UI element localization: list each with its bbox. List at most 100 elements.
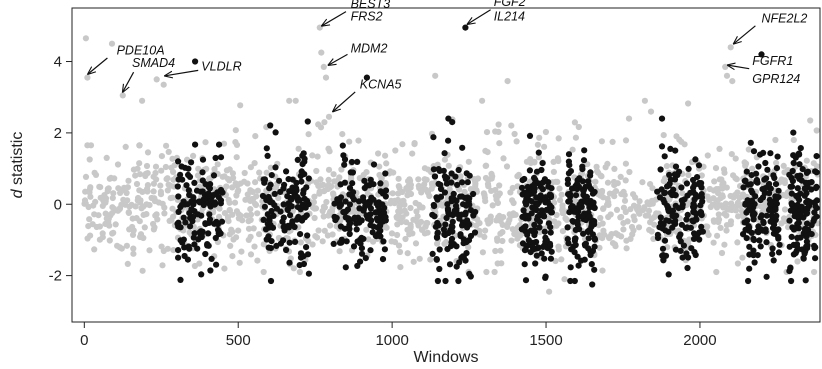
- background-point: [226, 199, 233, 206]
- background-point: [441, 156, 448, 163]
- highlight-point: [743, 209, 750, 216]
- background-point: [389, 190, 396, 197]
- gene-label-best3: BEST3: [351, 0, 391, 11]
- background-point: [136, 171, 144, 178]
- highlight-point: [288, 203, 295, 210]
- background-point: [492, 128, 499, 135]
- highlight-point: [525, 237, 532, 244]
- arrow-best3: [322, 11, 347, 26]
- background-point: [391, 200, 398, 207]
- background-point: [595, 222, 602, 229]
- background-point: [91, 169, 98, 176]
- highlight-point: [533, 194, 540, 201]
- background-point: [229, 184, 236, 191]
- highlight-point: [446, 261, 454, 268]
- highlight-point: [531, 188, 538, 195]
- highlight-point: [206, 216, 214, 223]
- highlight-point: [692, 251, 699, 259]
- background-point: [103, 154, 110, 161]
- highlight-point: [456, 215, 463, 222]
- highlight-point: [342, 264, 349, 271]
- gene-label-frs2: FRS2: [351, 10, 383, 24]
- background-point: [397, 200, 404, 207]
- highlight-point: [289, 176, 296, 183]
- highlight-point: [455, 166, 462, 174]
- highlight-point: [261, 179, 268, 186]
- background-point: [108, 210, 116, 217]
- arrow-mdm2: [328, 53, 348, 65]
- background-point: [416, 255, 423, 262]
- gene-label-fgfr1: FGFR1: [752, 54, 793, 68]
- background-point: [325, 176, 332, 183]
- background-point: [404, 192, 411, 199]
- background-point: [159, 262, 166, 269]
- highlight-point: [342, 198, 349, 205]
- highlight-point: [752, 193, 759, 200]
- background-point: [136, 142, 143, 149]
- background-point: [161, 210, 168, 217]
- background-point: [330, 171, 337, 178]
- background-point: [157, 188, 164, 195]
- highlight-point: [340, 209, 347, 216]
- highlight-point: [691, 181, 698, 188]
- highlight-point: [358, 245, 365, 252]
- background-point: [481, 233, 488, 240]
- highlight-point: [273, 242, 280, 249]
- highlight-point: [797, 172, 804, 179]
- background-point: [604, 201, 611, 208]
- highlight-point: [367, 247, 374, 254]
- highlight-point: [666, 171, 673, 178]
- highlight-point: [180, 214, 187, 221]
- notable-point: [153, 76, 160, 83]
- highlight-point: [521, 261, 528, 268]
- background-point: [112, 221, 119, 228]
- highlight-point: [216, 141, 223, 148]
- background-point: [309, 241, 316, 248]
- background-point: [813, 163, 821, 170]
- background-point: [310, 199, 317, 206]
- background-point: [338, 166, 345, 173]
- highlight-point: [175, 247, 182, 254]
- background-point: [235, 227, 242, 234]
- background-point: [552, 257, 559, 265]
- highlight-point: [207, 267, 214, 274]
- background-point: [479, 249, 486, 256]
- background-point: [238, 248, 245, 255]
- background-point: [415, 176, 422, 183]
- highlight-point: [803, 169, 811, 176]
- highlight-point: [666, 218, 673, 225]
- background-point: [370, 238, 377, 245]
- background-point: [706, 196, 713, 203]
- highlight-point: [305, 270, 312, 277]
- highlight-point: [690, 176, 697, 184]
- highlight-point: [346, 201, 353, 208]
- highlight-point: [582, 240, 590, 247]
- highlight-point: [659, 245, 667, 252]
- highlight-point: [440, 167, 447, 174]
- highlight-point: [276, 177, 283, 184]
- background-point: [402, 235, 409, 243]
- highlight-point: [293, 216, 300, 223]
- highlight-point: [743, 168, 750, 175]
- highlight-point: [373, 215, 381, 222]
- highlight-point: [533, 168, 541, 175]
- highlight-point: [572, 192, 580, 199]
- background-point: [473, 222, 480, 229]
- highlight-point: [215, 226, 222, 233]
- background-point: [483, 268, 490, 276]
- background-point: [114, 242, 121, 249]
- y-tick-label: 0: [54, 196, 62, 213]
- background-point: [395, 242, 403, 249]
- background-point: [233, 208, 240, 215]
- background-point: [555, 243, 562, 250]
- background-point: [759, 203, 767, 210]
- highlight-point: [539, 186, 547, 193]
- highlight-point: [470, 190, 477, 198]
- highlight-point: [664, 202, 671, 209]
- background-point: [143, 211, 150, 218]
- background-point: [621, 197, 629, 204]
- background-point: [313, 167, 320, 175]
- background-point: [511, 130, 518, 138]
- highlight-point: [337, 181, 344, 188]
- highlight-point: [545, 220, 553, 227]
